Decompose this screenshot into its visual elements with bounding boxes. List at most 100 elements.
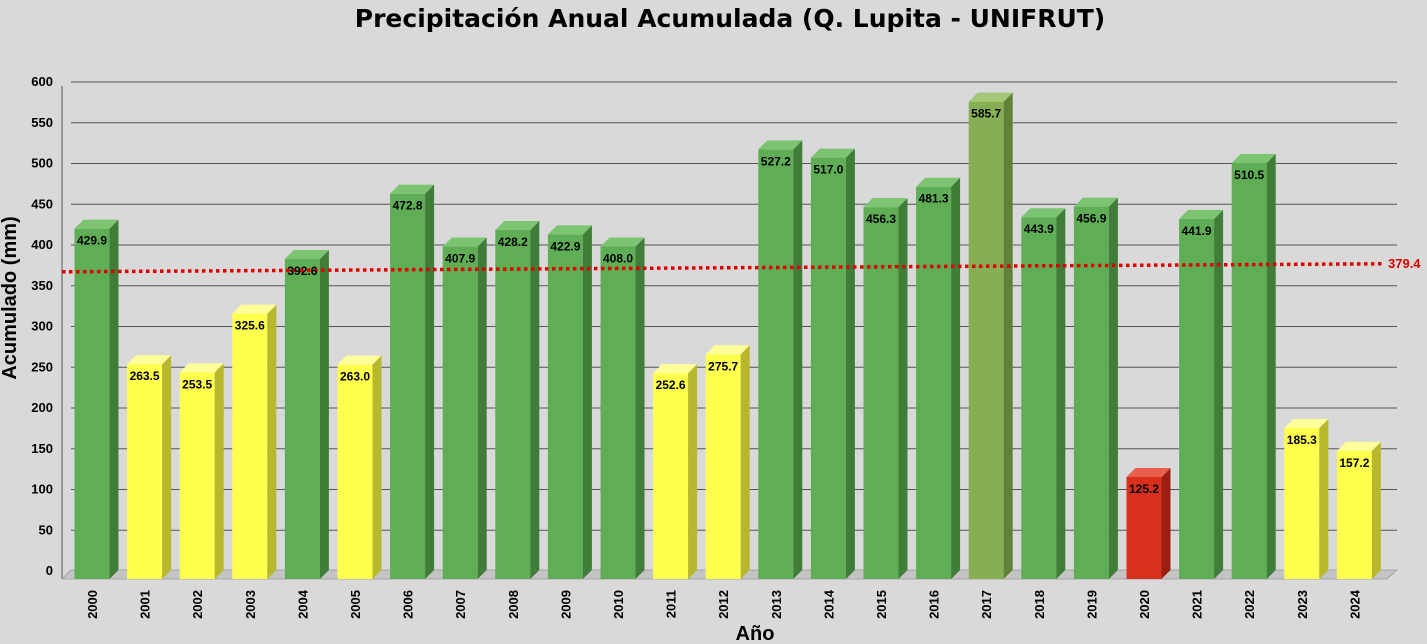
y-tick-label: 50 bbox=[39, 522, 53, 537]
bar-side bbox=[740, 345, 750, 579]
bar-top bbox=[968, 92, 1013, 102]
data-label: 456.9 bbox=[1076, 212, 1106, 226]
bar-2013 bbox=[758, 140, 803, 579]
bar-top bbox=[1284, 418, 1329, 428]
data-label: 585.7 bbox=[971, 107, 1001, 121]
x-tick-label: 2011 bbox=[664, 590, 679, 618]
bar-top bbox=[1126, 467, 1171, 477]
x-tick-label: 2021 bbox=[1190, 590, 1205, 619]
bar-2018 bbox=[1021, 208, 1066, 579]
bar-top bbox=[810, 148, 855, 158]
bar-2009 bbox=[547, 225, 592, 580]
x-tick-label: 2003 bbox=[243, 590, 258, 619]
bar-front bbox=[1231, 162, 1267, 579]
data-label: 517.0 bbox=[813, 163, 843, 177]
bar-2024 bbox=[1336, 441, 1381, 579]
bar-2005 bbox=[337, 355, 382, 579]
chart-title: Precipitación Anual Acumulada (Q. Lupita… bbox=[354, 4, 1106, 33]
bar-2016 bbox=[916, 177, 961, 580]
bar-2006 bbox=[390, 184, 435, 579]
x-axis-title: Año bbox=[736, 623, 775, 644]
x-tick-label: 2012 bbox=[716, 590, 731, 619]
x-tick-label: 2005 bbox=[348, 590, 363, 619]
bar-top bbox=[705, 345, 750, 355]
x-tick-label: 2007 bbox=[453, 590, 468, 619]
bar-2008 bbox=[495, 221, 540, 579]
bar-front bbox=[863, 207, 899, 580]
bar-front bbox=[179, 372, 215, 579]
bar-side bbox=[898, 198, 908, 580]
bar-front bbox=[968, 101, 1004, 579]
y-tick-label: 250 bbox=[31, 359, 53, 374]
bar-top bbox=[390, 184, 435, 194]
bar-2007 bbox=[442, 237, 487, 579]
bar-side bbox=[951, 177, 961, 580]
data-label: 441.9 bbox=[1182, 224, 1212, 238]
bar-front bbox=[1179, 218, 1215, 579]
bar-top bbox=[863, 198, 908, 208]
x-tick-label: 2006 bbox=[401, 590, 416, 619]
x-tick-label: 2001 bbox=[138, 590, 153, 619]
x-tick-label: 2023 bbox=[1295, 590, 1310, 619]
bar-top bbox=[1336, 441, 1381, 451]
bar-front bbox=[705, 354, 741, 579]
bar-top bbox=[337, 355, 382, 365]
y-tick-label: 300 bbox=[31, 319, 53, 334]
y-tick-label: 0 bbox=[46, 563, 53, 578]
bar-side bbox=[477, 237, 487, 579]
y-tick-label: 350 bbox=[31, 278, 53, 293]
bar-top bbox=[179, 363, 224, 373]
bar-front bbox=[810, 157, 846, 579]
bar-top bbox=[74, 219, 119, 229]
bar-top bbox=[232, 304, 277, 314]
data-labels: 429.9 263.5 253.5 325.6 392.6 263.0 472.8 407.9… bbox=[77, 107, 1421, 496]
average-reference-line bbox=[61, 262, 1383, 274]
bar-2004 bbox=[284, 250, 329, 579]
bar-front bbox=[127, 364, 163, 579]
bar-top bbox=[1231, 153, 1276, 163]
bar-top bbox=[653, 364, 698, 374]
x-tick-label: 2022 bbox=[1242, 590, 1257, 619]
bars bbox=[74, 92, 1381, 580]
bar-top bbox=[600, 237, 645, 247]
x-tick-label: 2002 bbox=[190, 590, 205, 619]
data-label: 429.9 bbox=[77, 234, 107, 248]
y-tick-label: 200 bbox=[31, 400, 53, 415]
data-label: 510.5 bbox=[1234, 168, 1264, 182]
bar-front bbox=[600, 246, 636, 580]
bar-2022 bbox=[1231, 153, 1276, 579]
bar-2017 bbox=[968, 92, 1013, 579]
data-label: 275.7 bbox=[708, 359, 738, 373]
reference-line-label: 379.4 bbox=[1388, 256, 1421, 271]
bar-2002 bbox=[179, 363, 224, 579]
bar-2014 bbox=[810, 148, 855, 579]
bar-side bbox=[372, 355, 382, 579]
bar-2021 bbox=[1179, 209, 1224, 579]
x-tick-label: 2004 bbox=[295, 589, 310, 619]
data-label: 325.6 bbox=[235, 319, 265, 333]
bar-side bbox=[1056, 208, 1066, 579]
bar-top bbox=[495, 221, 540, 231]
bar-front bbox=[232, 313, 268, 579]
reference-line-group bbox=[61, 262, 1383, 274]
bar-side bbox=[109, 219, 119, 579]
bar-side bbox=[1003, 92, 1013, 579]
data-label: 527.2 bbox=[761, 154, 791, 168]
bar-2011 bbox=[653, 364, 698, 579]
bar-front bbox=[758, 149, 794, 579]
x-tick-label: 2000 bbox=[85, 590, 100, 619]
bar-side bbox=[162, 355, 172, 579]
x-tick-label: 2019 bbox=[1084, 590, 1099, 619]
y-tick-label: 400 bbox=[31, 237, 53, 252]
bar-front bbox=[547, 234, 583, 580]
y-tick-label: 150 bbox=[31, 441, 53, 456]
y-tick-label: 100 bbox=[31, 482, 53, 497]
bar-2012 bbox=[705, 345, 750, 579]
data-label: 408.0 bbox=[603, 251, 633, 265]
bar-front bbox=[495, 230, 531, 579]
bar-2000 bbox=[74, 219, 119, 579]
data-label: 428.2 bbox=[498, 235, 528, 249]
bar-front bbox=[1126, 476, 1162, 579]
data-label: 125.2 bbox=[1129, 482, 1159, 496]
